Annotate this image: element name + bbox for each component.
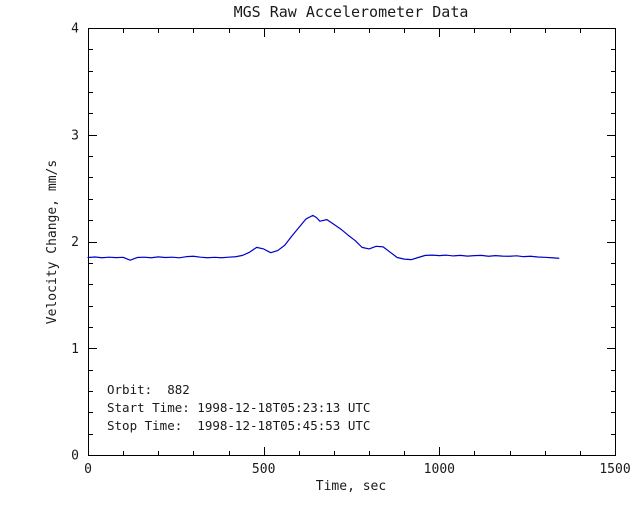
y-tick-label: 1 <box>71 342 79 357</box>
y-tick-label: 4 <box>71 22 79 37</box>
data-series <box>87 214 560 261</box>
annotation-stop-time: Stop Time: 1998-12-18T05:45:53 UTC <box>107 418 370 433</box>
chart-title: MGS Raw Accelerometer Data <box>234 3 469 21</box>
series-line-velocity-change <box>87 214 560 261</box>
annotation-orbit: Orbit: 882 <box>107 382 190 397</box>
x-tick-label: 1500 <box>599 462 630 477</box>
y-axis-label: Velocity Change, mm/s <box>45 160 60 324</box>
axes <box>88 28 616 456</box>
x-axis-label: Time, sec <box>316 479 386 494</box>
tick-labels: 0 500 1000 1500 0 1 2 3 4 <box>71 22 630 478</box>
plot-frame <box>88 28 616 456</box>
x-tick-label: 1000 <box>424 462 455 477</box>
annotation-start-time: Start Time: 1998-12-18T05:23:13 UTC <box>107 400 370 415</box>
y-tick-label: 0 <box>71 449 79 464</box>
y-tick-label: 2 <box>71 235 79 250</box>
x-tick-label: 500 <box>252 462 275 477</box>
y-tick-label: 3 <box>71 128 79 143</box>
x-tick-label: 0 <box>84 462 92 477</box>
